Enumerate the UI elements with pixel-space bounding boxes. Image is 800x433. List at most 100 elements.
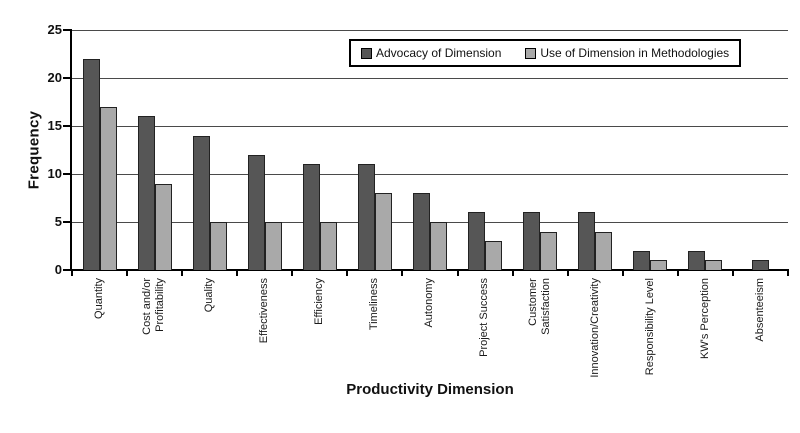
bar-s0-innovation-creativity: [578, 212, 596, 270]
x-category-labels: Quantity Cost and/or Profitability Quality…: [72, 278, 788, 378]
x-tick: [71, 271, 73, 276]
x-label-slot: Autonomy: [402, 278, 457, 378]
bar-s0-quality: [192, 135, 210, 270]
category-slot: [458, 30, 513, 270]
category-slot: [513, 30, 568, 270]
gridline: [72, 29, 788, 31]
x-tick: [346, 271, 349, 276]
category-slot: [292, 30, 347, 270]
y-tick: [63, 221, 72, 223]
legend-label-use: Use of Dimension in Methodologies: [540, 46, 730, 60]
y-tick: [63, 125, 72, 127]
legend-label-advocacy: Advocacy of Dimension: [376, 46, 502, 60]
category-slot: [127, 30, 182, 270]
use-series-swatch-icon: [525, 47, 537, 59]
bars-container: [72, 30, 788, 270]
y-tick: [63, 29, 72, 31]
bar-s1-autonomy: [430, 222, 447, 270]
x-label-slot: Efficiency: [292, 278, 347, 378]
x-category-label: Cost and/or Profitability: [141, 278, 167, 335]
bar-s1-quality: [209, 222, 227, 270]
x-tick: [787, 271, 789, 276]
y-tick-label: 20: [47, 70, 62, 85]
x-label-slot: Innovation/Creativity: [568, 278, 623, 378]
y-tick: [63, 77, 72, 79]
y-tick-label: 25: [47, 22, 62, 37]
category-slot: [402, 30, 457, 270]
x-axis-title: Productivity Dimension: [346, 381, 514, 398]
x-category-label: Quantity: [92, 278, 105, 319]
x-tick: [126, 271, 129, 276]
x-tick: [291, 271, 294, 276]
x-axis-line: [70, 269, 789, 271]
bar-s1-project-success: [485, 241, 503, 270]
category-slot: [733, 30, 788, 270]
bar-s0-quantity: [82, 58, 100, 270]
bar-s1-quantity: [99, 106, 117, 270]
x-label-slot: Effectiveness: [237, 278, 292, 378]
bar-s0-customer-satisfaction: [523, 212, 541, 270]
x-label-slot: Quality: [182, 278, 237, 378]
bar-s1-cost-and-or-profitability: [154, 183, 172, 270]
x-label-slot: KW's Perception: [678, 278, 733, 378]
y-tick-label: 5: [54, 214, 62, 229]
category-slot: [72, 30, 127, 270]
bar-s0-cost-and-or-profitability: [137, 116, 155, 270]
category-slot: [623, 30, 678, 270]
plot-area: 0 5 10 15 20 25: [48, 22, 788, 277]
bar-s0-timeliness: [357, 164, 375, 270]
bar-s0-autonomy: [413, 193, 430, 270]
gridline: [72, 77, 788, 79]
x-label-slot: Quantity: [72, 278, 127, 378]
x-tick: [621, 271, 624, 276]
x-category-label: Responsibility Level: [643, 278, 656, 376]
legend-item-use: Use of Dimension in Methodologies: [525, 46, 729, 60]
x-tick: [456, 271, 459, 276]
x-tick: [731, 271, 734, 276]
x-tick: [676, 271, 679, 276]
gridline: [72, 173, 788, 175]
legend-item-advocacy: Advocacy of Dimension: [361, 46, 501, 60]
bar-s1-effectiveness: [264, 222, 282, 270]
bar-s1-kw-s-perception: [705, 260, 723, 270]
y-tick: [63, 269, 72, 271]
y-tick-label: 15: [47, 118, 62, 133]
bar-s0-efficiency: [302, 164, 320, 270]
x-category-label: Customer Satisfaction: [526, 278, 553, 335]
bar-s1-timeliness: [374, 193, 392, 270]
x-label-slot: Timeliness: [347, 278, 402, 378]
bar-s0-responsibility-level: [633, 250, 651, 270]
x-label-slot: Project Success: [458, 278, 513, 378]
x-label-slot: Absenteeism: [733, 278, 788, 378]
bar-s0-effectiveness: [247, 154, 265, 270]
bar-s0-kw-s-perception: [688, 250, 706, 270]
gridline: [72, 125, 788, 127]
advocacy-series-swatch-icon: [361, 47, 372, 59]
x-category-label: Project Success: [478, 278, 491, 357]
x-category-label: KW's Perception: [698, 278, 711, 359]
bar-s0-project-success: [468, 212, 486, 270]
x-category-label: Quality: [203, 278, 216, 313]
x-category-label: Efficiency: [313, 278, 326, 325]
y-tick: [63, 173, 72, 175]
bar-s0-absenteeism: [751, 260, 769, 270]
category-slot: [182, 30, 237, 270]
bar-s1-responsibility-level: [650, 260, 668, 270]
y-axis-line: [70, 29, 72, 271]
y-tick-label: 0: [54, 262, 62, 277]
x-label-slot: Responsibility Level: [623, 278, 678, 378]
x-category-label: Innovation/Creativity: [588, 278, 601, 378]
legend: Advocacy of Dimension Use of Dimension i…: [349, 39, 742, 67]
y-tick-label: 10: [47, 166, 62, 181]
x-label-slot: Customer Satisfaction: [513, 278, 568, 378]
category-slot: [237, 30, 292, 270]
bar-s1-efficiency: [319, 222, 337, 270]
x-tick: [401, 271, 404, 276]
x-label-slot: Cost and/or Profitability: [127, 278, 182, 378]
bar-s1-innovation-creativity: [595, 231, 613, 270]
x-tick: [236, 271, 239, 276]
bar-s1-customer-satisfaction: [540, 231, 558, 270]
x-category-label: Timeliness: [368, 278, 381, 331]
x-category-label: Absenteeism: [753, 278, 766, 342]
